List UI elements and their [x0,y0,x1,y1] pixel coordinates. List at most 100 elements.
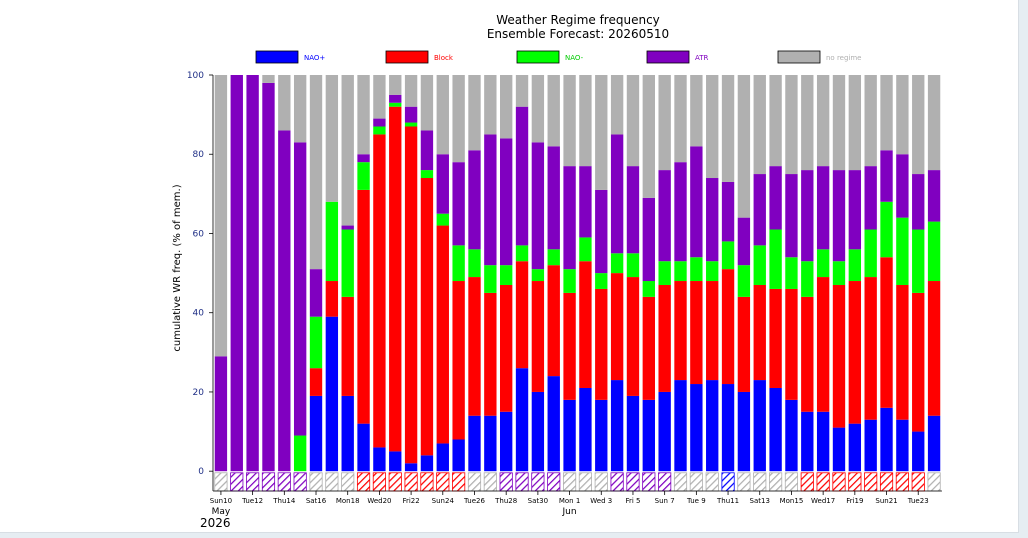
bar-no-regime-2026-05-15 [293,75,307,143]
legend-label-block: Block [434,54,454,62]
regime-cell-2026-06-18 [832,472,846,492]
bar-atr-2026-06-11 [721,181,735,242]
bar-atr-2026-05-26 [468,150,481,250]
bar-atr-2026-06-18 [832,170,846,262]
regime-cell-2026-05-31 [547,472,561,492]
bar-no-regime-2026-05-21 [389,75,402,95]
bar-naominus-2026-05-28 [500,265,513,285]
bar-block-2026-05-27 [484,292,497,416]
month-label-may: May [212,507,231,517]
bar-no-regime-2026-05-10 [214,75,228,357]
regime-cell-2026-06-07 [658,472,672,492]
bar-naominus-2026-05-17 [325,201,339,282]
bar-naoplus-2026-06-23 [912,431,925,472]
bar-naoplus-2026-06-15 [785,399,798,472]
bar-no-regime-2026-06-16 [801,75,814,171]
regime-cell-2026-06-14 [769,472,783,492]
regime-cell-2026-05-16 [309,472,323,492]
bar-atr-2026-05-25 [452,162,465,246]
bar-block-2026-06-10 [706,281,719,381]
regime-cell-2026-06-08 [673,472,688,492]
bar-block-2026-05-18 [341,296,354,396]
regime-cell-2026-05-23 [420,472,434,492]
bar-no-regime-2026-06-02 [579,75,592,167]
x-tick-label-Thu14: Thu14 [272,497,296,505]
y-tick-label-40: 40 [193,309,205,319]
bar-no-regime-2026-05-16 [309,75,323,270]
bar-naoplus-2026-05-24 [436,443,449,472]
bar-naominus-2026-05-29 [515,245,529,262]
bar-naominus-2026-05-18 [341,229,354,297]
bar-naominus-2026-06-08 [674,261,687,282]
regime-cell-2026-06-24 [927,472,941,492]
bar-no-regime-2026-06-24 [927,75,941,171]
regime-cell-2026-06-19 [848,472,862,492]
legend-label-naoplus: NAO+ [304,54,325,62]
legend-swatch-naoplus [255,50,299,64]
bar-block-2026-05-31 [547,265,560,377]
bar-no-regime-2026-05-26 [468,75,481,151]
bar-atr-2026-06-12 [737,217,751,266]
regime-cell-2026-05-10 [214,472,228,492]
bar-naominus-2026-06-01 [563,269,576,293]
bar-naoplus-2026-05-27 [484,415,497,472]
bar-naominus-2026-05-21 [389,102,402,107]
bar-atr-2026-05-29 [515,106,529,246]
bar-block-2026-05-22 [404,126,418,464]
bar-no-regime-2026-06-05 [626,75,640,167]
bar-atr-2026-06-09 [690,146,703,258]
regime-cell-2026-06-11 [721,472,735,492]
bar-atr-2026-06-14 [769,166,782,230]
bar-atr-2026-05-13 [262,82,275,472]
bar-no-regime-2026-06-21 [880,75,893,151]
bar-no-regime-2026-06-10 [706,75,719,179]
regime-cell-2026-05-25 [452,472,466,492]
bar-block-2026-06-08 [674,281,687,381]
bar-atr-2026-06-03 [595,189,608,274]
legend-label-no-regime: no regime [826,54,862,62]
bar-block-2026-06-05 [626,277,640,396]
bar-block-2026-06-22 [896,284,909,420]
regime-cell-2026-06-02 [578,472,592,492]
bar-no-regime-2026-06-03 [595,75,608,190]
weather-regime-chart: Weather Regime frequency Ensemble Foreca… [172,13,942,530]
bar-naominus-2026-06-05 [626,253,640,278]
bar-atr-2026-05-14 [278,130,291,472]
bar-naoplus-2026-06-13 [753,380,766,472]
bar-naominus-2026-05-24 [436,213,449,226]
bar-block-2026-06-15 [785,288,798,400]
bar-naominus-2026-06-13 [753,245,766,285]
regime-cell-2026-06-20 [864,472,878,492]
bar-no-regime-2026-06-06 [642,75,655,198]
bar-atr-2026-06-06 [642,197,655,282]
bar-no-regime-2026-05-31 [547,75,560,147]
bar-naominus-2026-05-19 [357,162,370,190]
bar-naoplus-2026-05-28 [500,411,513,472]
bar-no-regime-2026-05-13 [262,75,275,83]
bar-block-2026-05-30 [531,281,545,392]
bar-naoplus-2026-06-09 [690,384,703,472]
bar-atr-2026-06-04 [610,134,624,254]
bar-naominus-2026-06-07 [658,261,671,285]
bar-no-regime-2026-05-22 [404,75,418,107]
x-tick-label-Thu11: Thu11 [716,497,739,505]
bar-naoplus-2026-05-30 [531,391,545,472]
x-tick-label-Fri22: Fri22 [402,497,419,505]
x-tick-label-Wed17: Wed17 [811,497,835,505]
bar-block-2026-05-17 [325,281,339,317]
chart-axes [212,75,942,492]
bar-no-regime-2026-05-17 [325,75,339,202]
regime-cell-2026-05-29 [515,472,529,492]
bar-block-2026-06-06 [642,296,655,400]
x-tick-label-Mon1: Mon 1 [559,497,580,505]
bar-block-2026-06-21 [880,257,893,408]
bar-naoplus-2026-06-14 [769,387,782,472]
regime-cell-2026-05-24 [436,472,450,492]
bar-atr-2026-06-17 [816,166,830,250]
x-tick-label-Wed3: Wed 3 [590,497,612,505]
bar-block-2026-06-12 [737,296,751,392]
bar-block-2026-06-09 [690,281,703,385]
bar-naominus-2026-05-16 [309,316,323,369]
bar-no-regime-2026-06-15 [785,75,798,175]
